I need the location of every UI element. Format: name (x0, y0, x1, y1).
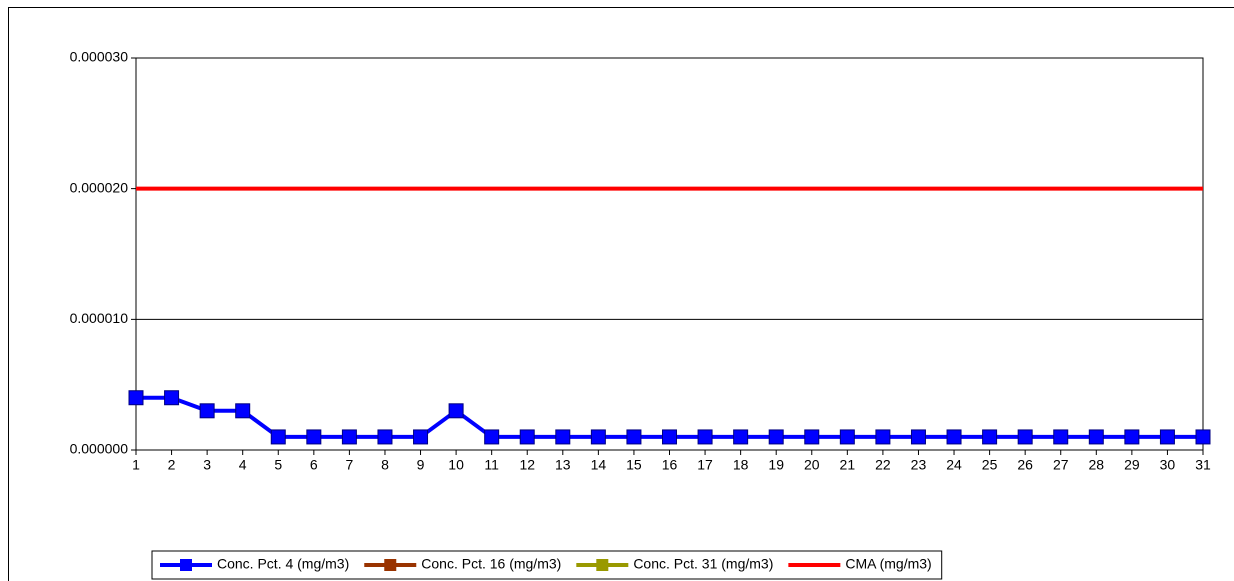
point-marker (946, 429, 962, 445)
point-marker (1195, 429, 1211, 445)
x-tick-label: 23 (911, 457, 927, 473)
point-marker (804, 429, 820, 445)
plot-area (135, 57, 1204, 451)
x-tick-label: 10 (448, 457, 464, 473)
point-marker (697, 429, 713, 445)
x-tick-label: 28 (1089, 457, 1105, 473)
point-marker (448, 403, 464, 419)
x-tick-label: 24 (946, 457, 962, 473)
point-marker (235, 403, 251, 419)
legend-label: Conc. Pct. 31 (mg/m3) (633, 556, 773, 572)
x-tick-label: 9 (417, 457, 425, 473)
x-tick-label: 19 (768, 457, 784, 473)
x-tick-label: 26 (1017, 457, 1033, 473)
point-marker (270, 429, 286, 445)
x-tick-label: 29 (1124, 457, 1140, 473)
point-marker (1088, 429, 1104, 445)
legend-label: Conc. Pct. 16 (mg/m3) (421, 556, 561, 572)
point-marker (555, 429, 571, 445)
x-tick-label: 16 (662, 457, 678, 473)
point-marker (519, 429, 535, 445)
point-marker (768, 429, 784, 445)
legend-marker (384, 559, 397, 571)
x-tick-label: 22 (875, 457, 891, 473)
x-tick-label: 18 (733, 457, 749, 473)
point-marker (1017, 429, 1033, 445)
y-tick-label: 0.000000 (70, 441, 129, 457)
point-marker (484, 429, 500, 445)
x-tick-label: 31 (1195, 457, 1211, 473)
point-marker (1053, 429, 1069, 445)
point-marker (982, 429, 998, 445)
x-tick-label: 21 (840, 457, 856, 473)
x-tick-label: 11 (484, 457, 499, 473)
x-tick-label: 3 (203, 457, 211, 473)
legend-marker (180, 559, 192, 571)
x-tick-label: 30 (1160, 457, 1176, 473)
legend-label: Conc. Pct. 4 (mg/m3) (217, 556, 349, 572)
y-tick-label: 0.000010 (70, 310, 129, 326)
x-tick-label: 12 (519, 457, 535, 473)
point-marker (590, 429, 606, 445)
point-marker (1159, 429, 1175, 445)
point-marker (662, 429, 677, 445)
x-tick-label: 1 (132, 457, 140, 473)
point-marker (733, 429, 749, 445)
x-tick-label: 4 (239, 457, 247, 473)
y-tick-label: 0.000030 (70, 49, 129, 65)
point-marker (199, 403, 215, 419)
point-marker (875, 429, 891, 445)
x-tick-label: 2 (168, 457, 176, 473)
point-marker (413, 429, 429, 445)
x-tick-label: 20 (804, 457, 820, 473)
point-marker (626, 429, 642, 445)
point-marker (128, 390, 144, 406)
legend: Conc. Pct. 4 (mg/m3) Conc. Pct. 16 (mg/m3… (151, 550, 943, 580)
x-tick-label: 6 (310, 457, 318, 473)
x-tick-label: 17 (697, 457, 713, 473)
point-marker (164, 390, 180, 406)
x-tick-label: 14 (591, 457, 607, 473)
x-tick-label: 25 (982, 457, 998, 473)
y-tick-label: 0.000020 (70, 179, 129, 195)
x-tick-label: 27 (1053, 457, 1069, 473)
frame (8, 7, 1234, 581)
point-marker (306, 429, 322, 445)
x-tick-label: 13 (555, 457, 571, 473)
point-marker (910, 429, 926, 445)
point-marker (341, 429, 357, 445)
x-tick-label: 8 (381, 457, 389, 473)
legend-label: CMA (mg/m3) (845, 556, 931, 572)
point-marker (377, 429, 393, 445)
legend-marker (596, 559, 609, 571)
x-tick-label: 15 (626, 457, 642, 473)
x-tick-label: 5 (274, 457, 282, 473)
x-tick-label: 7 (346, 457, 354, 473)
point-marker (1124, 429, 1140, 445)
point-marker (839, 429, 855, 445)
